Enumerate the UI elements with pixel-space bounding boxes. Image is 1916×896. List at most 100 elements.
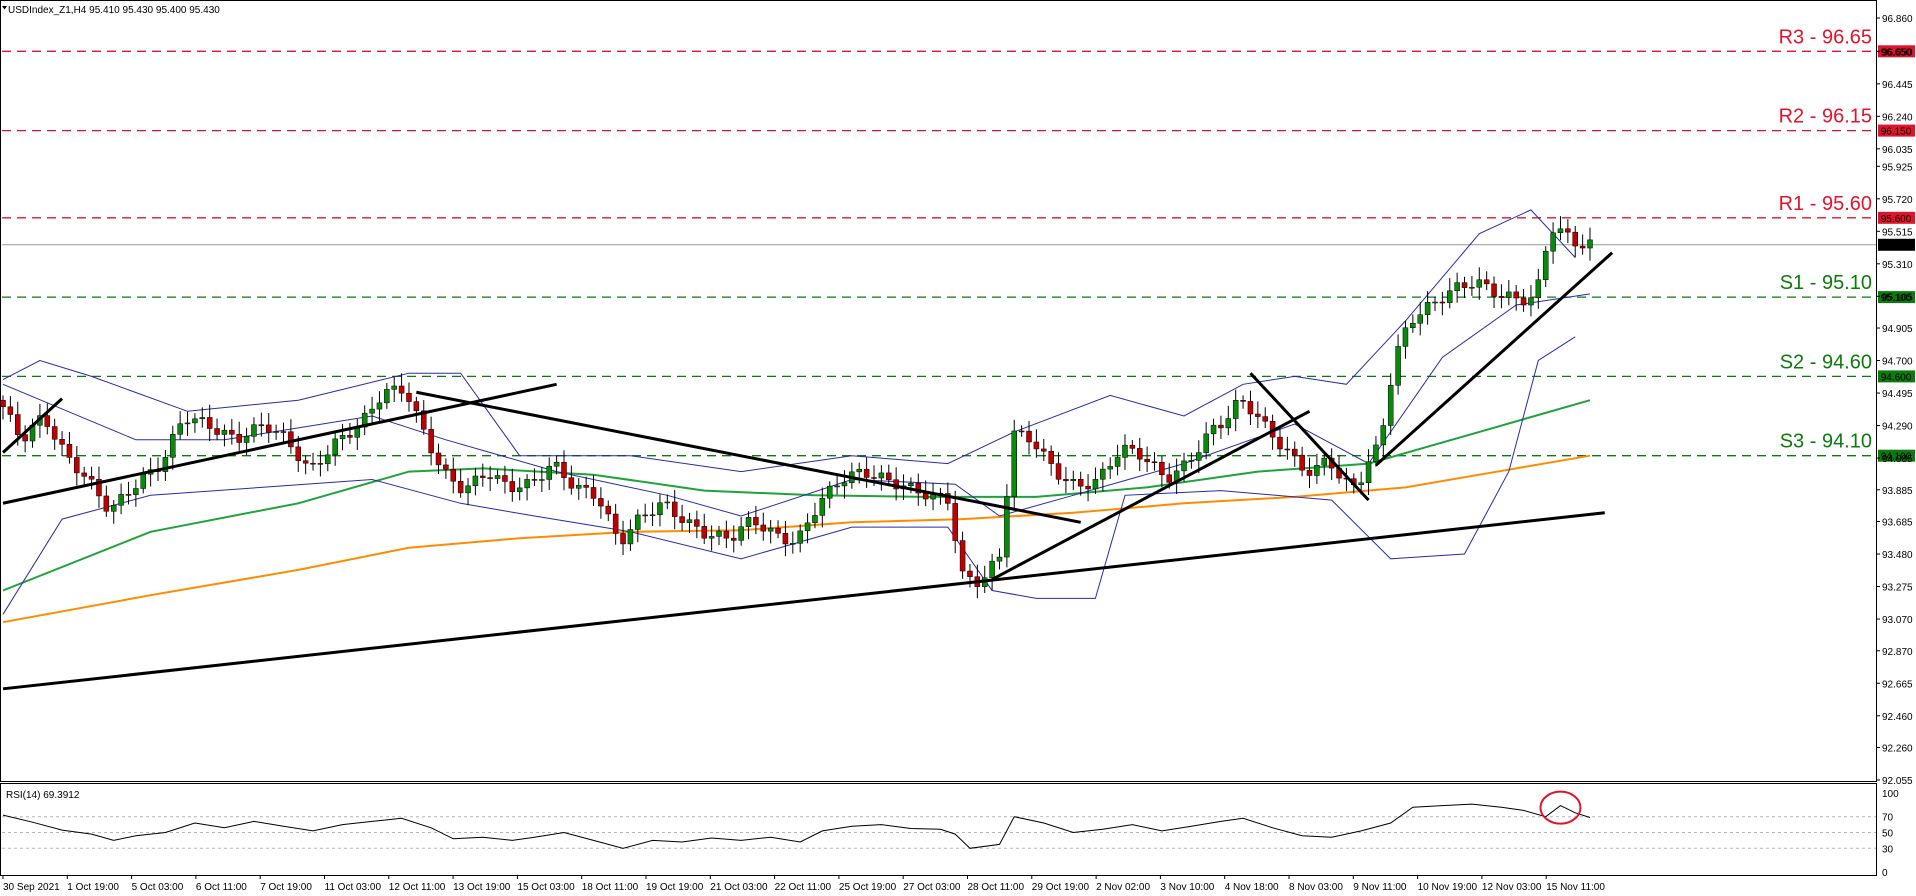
candle-body [243,436,250,443]
price-tag-bg-1 [1878,124,1915,137]
collapse-triangle-icon[interactable] [2,6,7,10]
candle-body [487,477,493,479]
time-tick-label: 2 Nov 02:00 [1096,882,1150,893]
candle-body [325,454,331,465]
trendline-0[interactable] [2,511,1605,691]
candle-body [1535,279,1542,298]
rsi-line [2,803,1591,849]
candle-body [1151,461,1158,464]
candle-body [1587,239,1593,249]
price-tick-label: 92.665 [1882,679,1913,690]
candle-body [1550,232,1556,252]
time-tick-label: 1 Oct 19:00 [67,882,119,893]
candle-body [59,439,65,445]
candle-body [1196,452,1202,461]
level-label-4: S2 - 94.60 [1780,351,1872,373]
candle-body [295,446,302,461]
candle-body [1387,385,1394,426]
price-tick-label: 93.685 [1882,518,1913,529]
price-tick-label: 93.885 [1882,486,1913,497]
candle-body [1063,479,1069,482]
candle-body [996,556,1003,562]
candle-body [1528,297,1534,306]
candle-body [192,418,198,424]
bollinger-lower-line [2,336,1576,615]
candle-body [1483,279,1490,285]
candle-body [804,522,811,532]
rsi-tick-label: 100 [1882,789,1899,800]
price-tick-label: 95.105 [1882,292,1913,303]
candle-body [22,434,28,442]
candle-body [1424,301,1431,315]
candle-body [1136,448,1143,460]
price-tick-label: 92.055 [1882,776,1913,787]
price-tag-4: 94.600 [1881,372,1912,383]
candle-body [347,435,353,438]
candle-body [398,385,405,394]
candle-body [782,533,789,545]
candle-body [1513,291,1519,299]
price-tag-1: 96.150 [1881,127,1912,138]
candle-body [1314,465,1320,476]
candle-body [428,429,434,454]
candle-body [767,527,774,532]
rsi-header: RSI(14) 69.3912 [6,790,80,801]
candle-body [480,475,486,478]
price-tick-label: 95.720 [1882,195,1913,206]
candle-body [561,461,567,478]
time-tick-label: 28 Oct 11:00 [968,882,1025,893]
candle-body [1410,322,1416,328]
price-tick-label: 92.870 [1882,647,1913,658]
candle-body [125,494,132,496]
candle-body [841,482,848,487]
candle-body [812,515,818,524]
candle-body [834,485,840,488]
price-tick-label: 95.925 [1882,162,1913,173]
candle-body [88,476,95,480]
candle-body [1565,228,1571,233]
time-tick-label: 12 Nov 03:00 [1482,882,1542,893]
candle-body [945,493,951,504]
price-tick-label: 96.240 [1882,112,1913,123]
trendline-2[interactable] [2,382,557,505]
candle-body [7,406,14,415]
candle-body [701,526,707,539]
candle-body [546,466,552,480]
rsi-highlight-circle [1539,790,1582,825]
candle-body [1181,460,1187,472]
candle-body [339,435,346,440]
candle-body [1557,228,1564,234]
candle-body [96,478,102,497]
candle-body [1018,430,1025,433]
candle-body [103,495,110,512]
rsi-tick-label: 50 [1882,829,1894,840]
candle-body [376,402,383,410]
price-tag-2: 95.600 [1881,214,1912,225]
candle-body [221,429,228,435]
trendline-1[interactable] [1,397,64,454]
trendline-6[interactable] [1374,251,1614,467]
price-tick-label: 92.460 [1882,712,1913,723]
rsi-tick-label: 30 [1882,844,1894,855]
trendline-3[interactable] [416,390,1081,524]
candle-body [826,485,833,499]
candle-body [74,457,80,474]
symbol-header: USDIndex_Z1,H4 95.410 95.430 95.400 95.4… [8,5,220,16]
candle-body [206,417,213,429]
candle-body [922,492,929,500]
trendline-4[interactable] [991,409,1311,581]
candle-body [886,472,892,480]
candle-body [989,560,995,579]
candle-body [288,431,294,448]
time-tick-label: 15 Oct 03:00 [517,882,575,893]
trendline-5[interactable] [1249,372,1370,502]
candle-body [369,408,375,414]
candle-body [229,429,235,435]
candle-body [1469,286,1475,289]
candle-body [1255,413,1261,417]
candle-body [553,461,560,467]
time-tick-label: 12 Oct 11:00 [389,882,446,893]
candle-body [1240,400,1246,402]
candle-body [694,519,700,527]
candle-body [1365,461,1372,484]
